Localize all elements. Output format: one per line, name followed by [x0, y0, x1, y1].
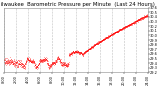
Title: Milwaukee  Barometric Pressure per Minute  (Last 24 Hours): Milwaukee Barometric Pressure per Minute… — [0, 2, 155, 7]
